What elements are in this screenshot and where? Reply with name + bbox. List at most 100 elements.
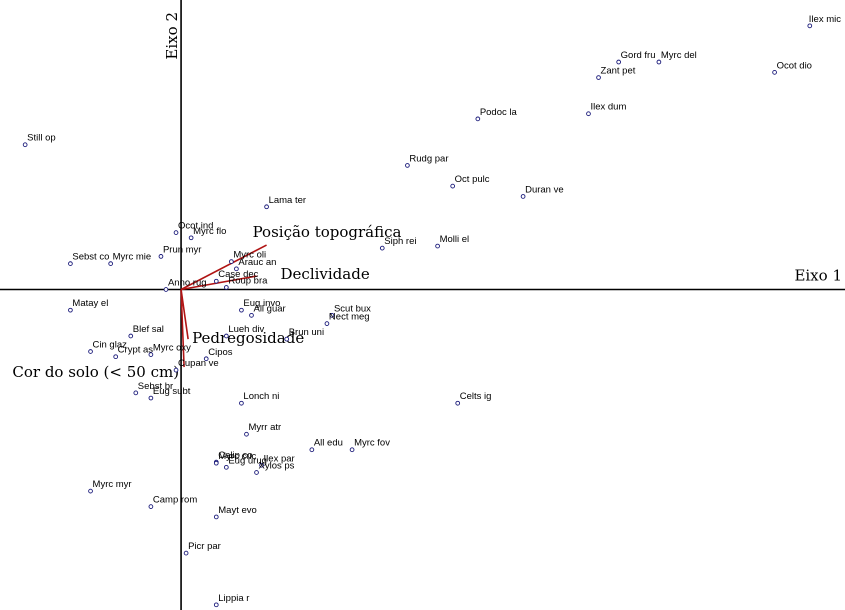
point-label-oct-pulc: Oct pulc <box>455 174 490 185</box>
point-label-cipos: Cipos <box>208 347 233 358</box>
point-label-ilex-dum: Ilex dum <box>590 102 626 113</box>
point-label-siph-rei: Siph rei <box>384 236 416 247</box>
point-label-cin-glaz: Cin glaz <box>93 340 128 351</box>
point-lonch-ni <box>239 400 244 406</box>
species-points: Ilex mic Ocot dio Gord fru Myrc del Zant pet… <box>22 14 841 608</box>
point-label-camp-rom: Camp rom <box>153 495 197 506</box>
vector-label-posi-o-topogr-fica: Posição topográfica <box>253 223 402 241</box>
point-label-brun-uni: Brun uni <box>289 327 324 338</box>
point-eug-urug <box>223 464 229 470</box>
point-label-lueh-div: Lueh div <box>228 324 264 335</box>
point-myrc-mie <box>108 261 114 266</box>
point-label-anno-rug: Anno rug <box>168 277 207 288</box>
y-axis-label: Eixo 2 <box>163 12 181 60</box>
point-lueh-div <box>223 333 229 339</box>
point-label-eug-subt: Eug subt <box>153 386 191 397</box>
point-cipos <box>203 356 209 362</box>
point-label-ocot-ind: Ocot ind <box>178 221 213 232</box>
point-label-calip-co: Calip co <box>218 450 252 461</box>
point-still-op <box>22 142 28 148</box>
point-label-myrr-atr: Myrr atr <box>248 422 281 433</box>
point-myrc-fov <box>349 447 355 453</box>
point-label-all-guar: All guar <box>253 303 285 314</box>
vector-cor-do-solo-50-cm <box>180 289 185 368</box>
vector-posi-o-topogr-fica <box>180 244 267 291</box>
point-label-arauc-an: Arauc an <box>238 257 276 268</box>
point-ilex-dum <box>586 111 591 117</box>
point-gord-fru <box>616 59 622 65</box>
point-label-lama-ter: Lama ter <box>269 195 307 206</box>
point-label-myrc-cuc: Myrc cuc <box>218 451 256 462</box>
point-sebst-br <box>133 390 139 396</box>
vector-label-declividade: Declividade <box>281 265 370 283</box>
point-nect-meg <box>324 321 330 326</box>
point-all-edu <box>309 447 315 453</box>
point-label-myrc-fov: Myrc fov <box>354 438 390 449</box>
point-crypt-as <box>113 354 119 360</box>
point-label-still-op: Still op <box>27 133 56 144</box>
point-myrc-oli <box>229 259 234 264</box>
x-axis-label: Eixo 1 <box>794 266 842 284</box>
point-cin-glaz <box>88 349 93 354</box>
point-label-scut-bux: Scut bux <box>334 303 371 314</box>
point-label-gord-fru: Gord fru <box>621 50 656 61</box>
point-label-mayt-evo: Mayt evo <box>218 505 257 516</box>
point-oct-pulc <box>450 183 456 189</box>
point-zant-pet <box>596 75 601 80</box>
point-label-ilex-par: Ilex par <box>264 453 295 464</box>
point-myrc-del <box>656 59 662 65</box>
point-label-ilex-mic: Ilex mic <box>809 14 841 25</box>
point-myrc-flo <box>188 235 194 241</box>
point-case-dec <box>213 278 219 284</box>
point-lippia-r <box>213 602 219 608</box>
point-rudg-par <box>405 163 410 168</box>
point-myrc-myr <box>88 488 93 494</box>
point-myrc-oxy <box>148 352 154 357</box>
point-ocot-dio <box>772 70 777 75</box>
point-label-picr-par: Picr par <box>188 541 221 552</box>
point-label-myrc-oxy: Myrc oxy <box>153 343 191 354</box>
vector-pedregosidade <box>180 289 189 340</box>
point-label-xylos-ps: Xylos ps <box>259 460 295 471</box>
point-label-myrc-flo: Myrc flo <box>193 226 226 237</box>
environmental-vectors: Posição topográfica Declividade Pedregosid… <box>12 223 401 381</box>
point-label-myrc-mie: Myrc mie <box>113 252 152 263</box>
point-label-sebst-br: Sebst br <box>138 381 173 392</box>
point-label-molli-el: Molli el <box>440 234 470 245</box>
point-matay-el <box>68 307 73 313</box>
point-myrc-cuc <box>213 460 219 466</box>
point-ilex-mic <box>807 23 813 29</box>
point-roup-bra <box>223 285 229 290</box>
point-label-roup-bra: Roup bra <box>228 275 268 286</box>
point-label-myrc-oli: Myrc oli <box>233 250 266 261</box>
point-label-prun-myr: Prun myr <box>163 244 202 255</box>
point-celts-ig <box>455 400 461 406</box>
point-ilex-par <box>259 462 264 468</box>
point-eug-subt <box>148 395 154 401</box>
point-label-zant-pet: Zant pet <box>601 66 636 77</box>
point-lama-ter <box>264 204 269 210</box>
point-label-eug-urug: Eug urug <box>228 455 267 466</box>
point-anno-rug <box>163 287 169 292</box>
vector-label-pedregosidade: Pedregosidade <box>192 329 304 347</box>
point-label-lippia-r: Lippia r <box>218 593 249 604</box>
point-podoc-la <box>475 116 481 122</box>
point-mayt-evo <box>213 514 219 520</box>
point-arauc-an <box>234 266 239 272</box>
point-siph-rei <box>379 245 385 251</box>
point-label-crypt-as: Crypt as <box>118 345 154 356</box>
point-blef-sal <box>128 333 134 339</box>
point-label-celts-ig: Celts ig <box>460 391 492 402</box>
point-myrr-atr <box>244 431 249 437</box>
point-picr-par <box>183 550 189 556</box>
point-label-blef-sal: Blef sal <box>133 324 164 335</box>
point-scut-bux <box>329 312 335 318</box>
point-label-case-dec: Case dec <box>218 269 258 280</box>
point-sebst-co <box>68 261 73 266</box>
vector-label-cor-do-solo-50-cm: Cor do solo (< 50 cm) <box>12 363 179 381</box>
point-molli-el <box>435 243 440 249</box>
point-label-duran-ve: Duran ve <box>525 184 564 195</box>
point-prun-myr <box>158 254 164 259</box>
